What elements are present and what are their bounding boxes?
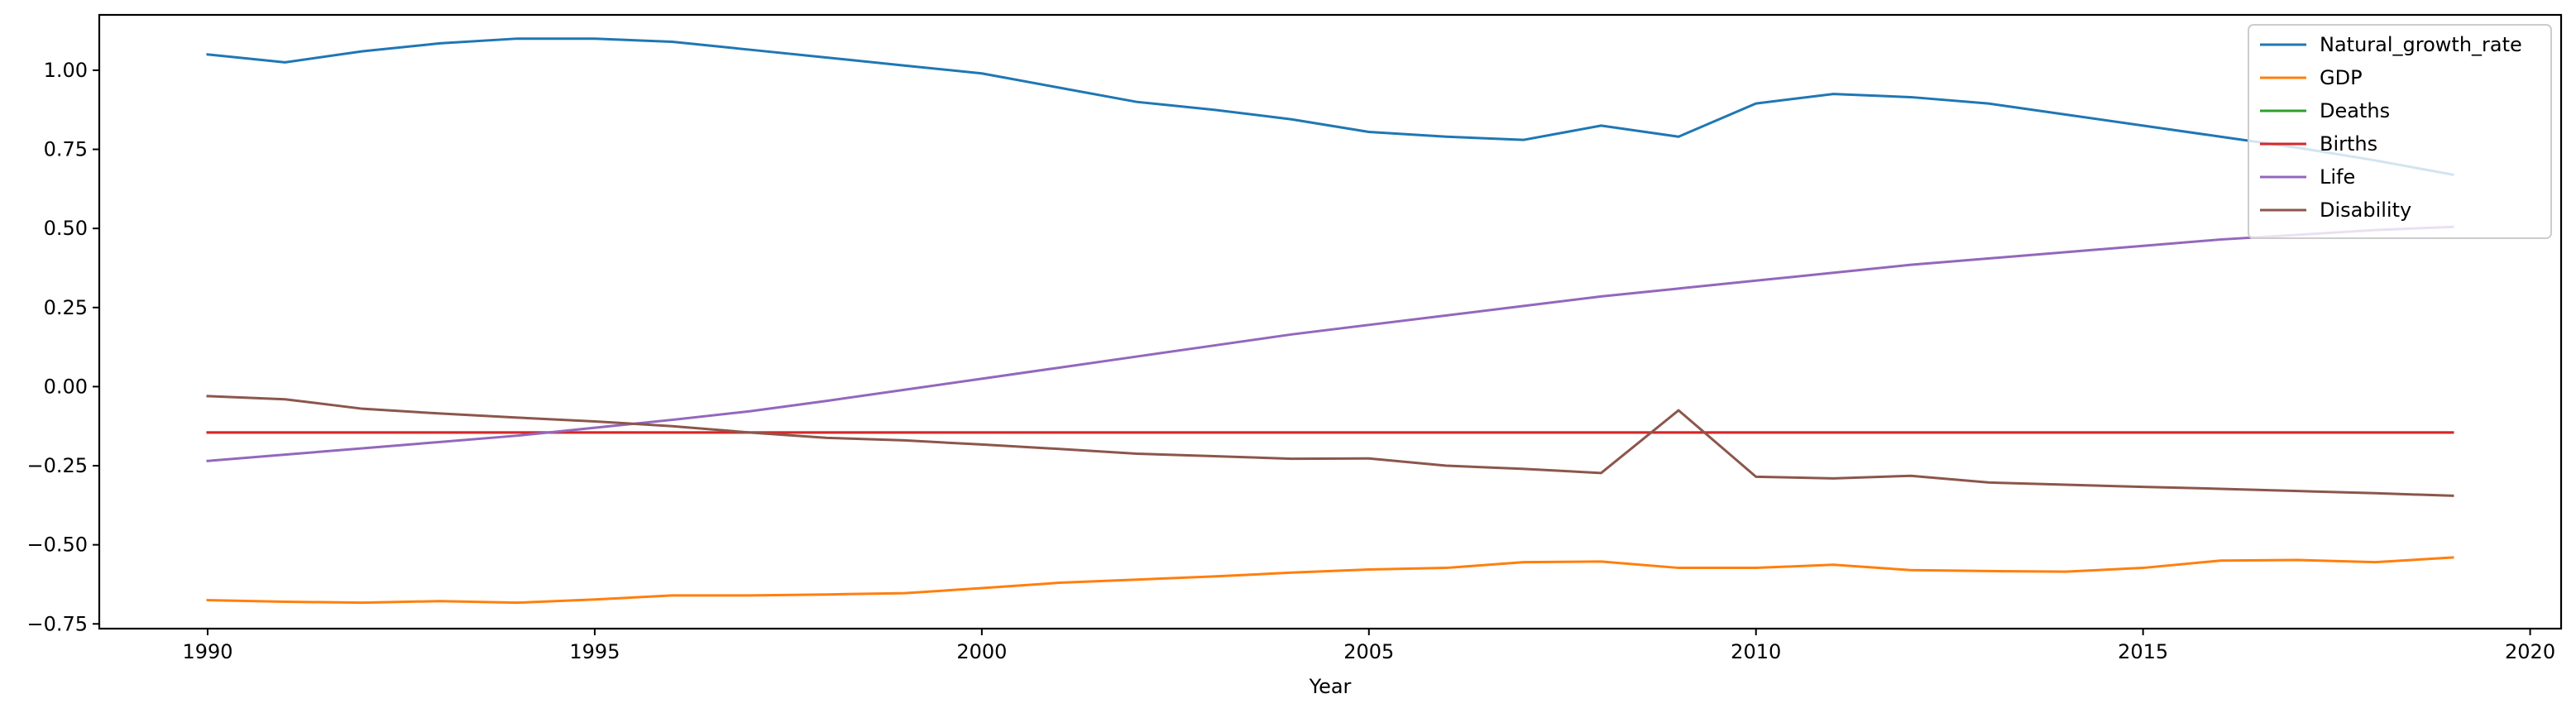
series-line-life [206,225,2454,462]
y-axis: 1.00 0.75 0.50 0.25 0.00 −0.25 −0.50 −0.75 [26,59,99,635]
series-line-disability [206,395,2454,497]
legend-label-deaths: Deaths [2320,99,2390,122]
x-tick-label: 2010 [1731,640,1781,663]
x-tick-label: 2015 [2118,640,2168,663]
legend-label-disability: Disability [2320,199,2411,222]
y-tick-label: 0.00 [44,375,88,398]
legend-label-natural-growth-rate: Natural_growth_rate [2320,33,2522,56]
legend-label-gdp: GDP [2320,66,2363,89]
y-tick-label: −0.50 [26,534,88,557]
series-layer [206,37,2454,605]
y-tick-label: 0.50 [44,217,88,240]
y-tick-label: 0.75 [44,138,88,161]
x-axis-label: Year [1309,675,1352,698]
y-tick-label: 0.25 [44,296,88,319]
plot-frame [98,13,2563,630]
x-tick-label: 2020 [2505,640,2555,663]
y-tick-label: −0.25 [26,454,88,477]
series-line-gdp [206,556,2454,605]
legend-box [2248,24,2552,239]
y-tick-label: 1.00 [44,59,88,82]
legend-label-life: Life [2320,165,2355,189]
x-axis: 1990 1995 2000 2005 2010 2015 2020 [182,629,2555,663]
series-line-natural-growth-rate [206,37,2454,176]
x-tick-label: 2005 [1343,640,1394,663]
x-tick-label: 1995 [569,640,620,663]
legend-label-births: Births [2320,132,2377,156]
legend: Natural_growth_rate GDP Deaths Births Life Di… [2248,24,2552,239]
x-tick-label: 1990 [182,640,232,663]
x-tick-label: 2000 [956,640,1007,663]
y-tick-label: −0.75 [26,612,88,635]
